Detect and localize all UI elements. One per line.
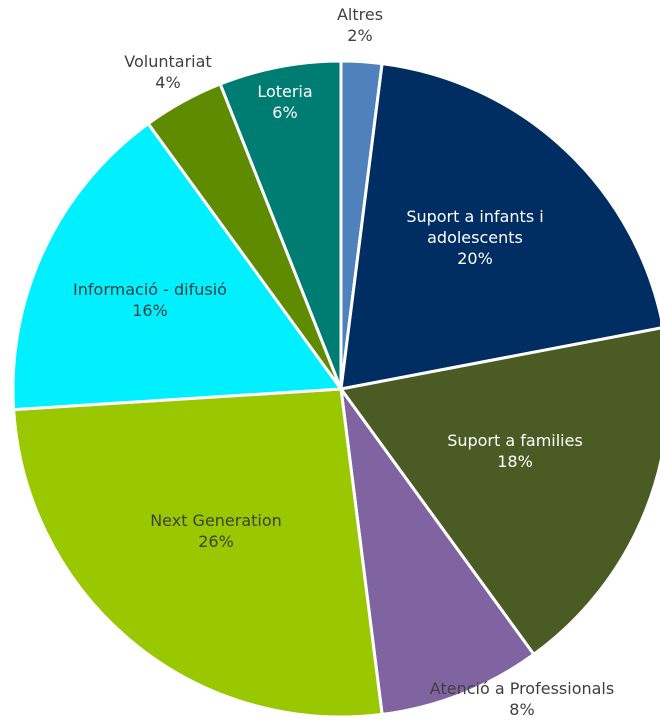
data-label-next-generation: Next Generation 26%	[150, 511, 282, 551]
data-label-voluntariat: Voluntariat 4%	[124, 52, 211, 92]
data-label-suport-a-families: Suport a families 18%	[447, 431, 583, 471]
pie-slice-suport-a-infants-i-adolescents	[339, 61, 660, 391]
pie-slice-loteria	[218, 59, 343, 390]
data-label-suport-a-infants-i-adolescents: Suport a infants i adolescents 20%	[406, 207, 543, 268]
pie-slice-next-generation	[12, 387, 384, 719]
data-label-atencio-a-professionals: Atenció a Professionals 8%	[430, 679, 614, 719]
data-label-altres: Altres 2%	[337, 5, 383, 45]
pie-slice-atencio-a-professionals	[339, 388, 536, 717]
data-label-informacio-difusio: Informació - difusió 16%	[73, 280, 227, 320]
pie-slice-informacio-difusio	[11, 121, 344, 412]
pie-slice-suport-a-families	[338, 326, 660, 657]
data-label-loteria: Loteria 6%	[257, 82, 312, 122]
